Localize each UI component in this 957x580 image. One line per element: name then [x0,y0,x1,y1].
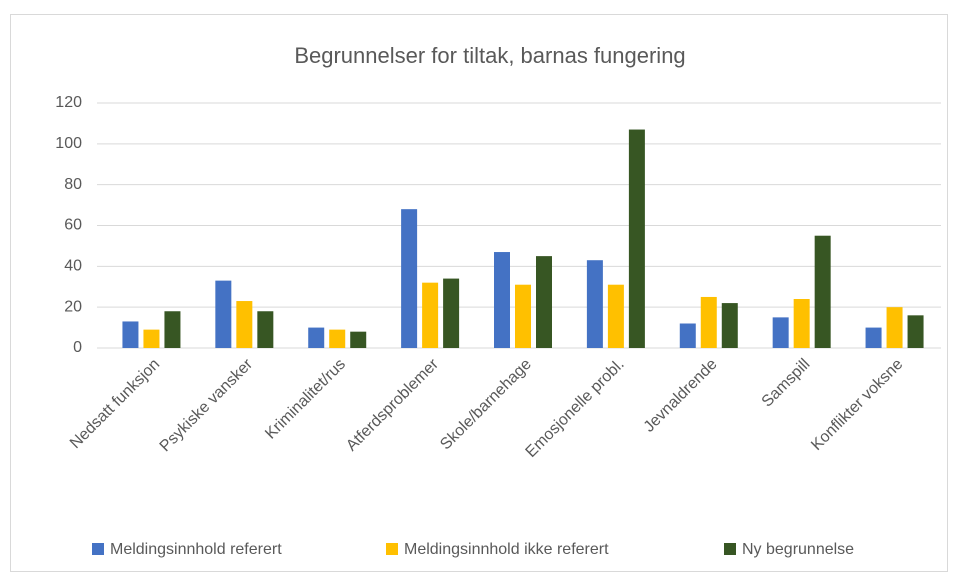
bar [350,331,367,348]
bar [515,284,531,348]
bar [628,129,645,348]
bar [308,327,325,348]
bar [401,209,418,348]
bar [772,317,789,348]
bar [793,299,810,348]
bar [236,301,253,348]
bar [536,256,552,348]
bar [422,282,439,348]
bar [164,311,181,348]
legend-swatch [92,543,104,555]
legend-label: Meldingsinnhold referert [110,541,282,558]
bar [700,296,717,348]
legend-swatch [724,543,736,555]
bar [607,284,624,348]
bar [215,280,232,348]
bar [721,303,738,348]
bar [814,235,831,348]
chart-border [10,14,948,572]
bar [586,260,603,348]
bar [122,321,139,348]
y-tick-label: 20 [64,298,82,315]
y-tick-label: 120 [55,94,82,111]
bar [257,311,274,348]
bar [494,252,510,348]
y-tick-label: 60 [64,217,82,234]
legend-label: Meldingsinnhold ikke referert [404,541,609,558]
y-tick-label: 80 [64,176,82,193]
y-tick-label: 40 [64,258,82,275]
bar [329,329,346,348]
bar [679,323,696,348]
y-tick-label: 0 [73,339,82,356]
y-tick-label: 100 [55,135,82,152]
legend-swatch [386,543,398,555]
bar [907,315,924,348]
bar [886,307,903,348]
chart-title: Begrunnelser for tiltak, barnas fungerin… [294,43,685,68]
bar [143,329,160,348]
bar [443,278,460,348]
legend-label: Ny begrunnelse [742,541,854,558]
bar [865,327,882,348]
